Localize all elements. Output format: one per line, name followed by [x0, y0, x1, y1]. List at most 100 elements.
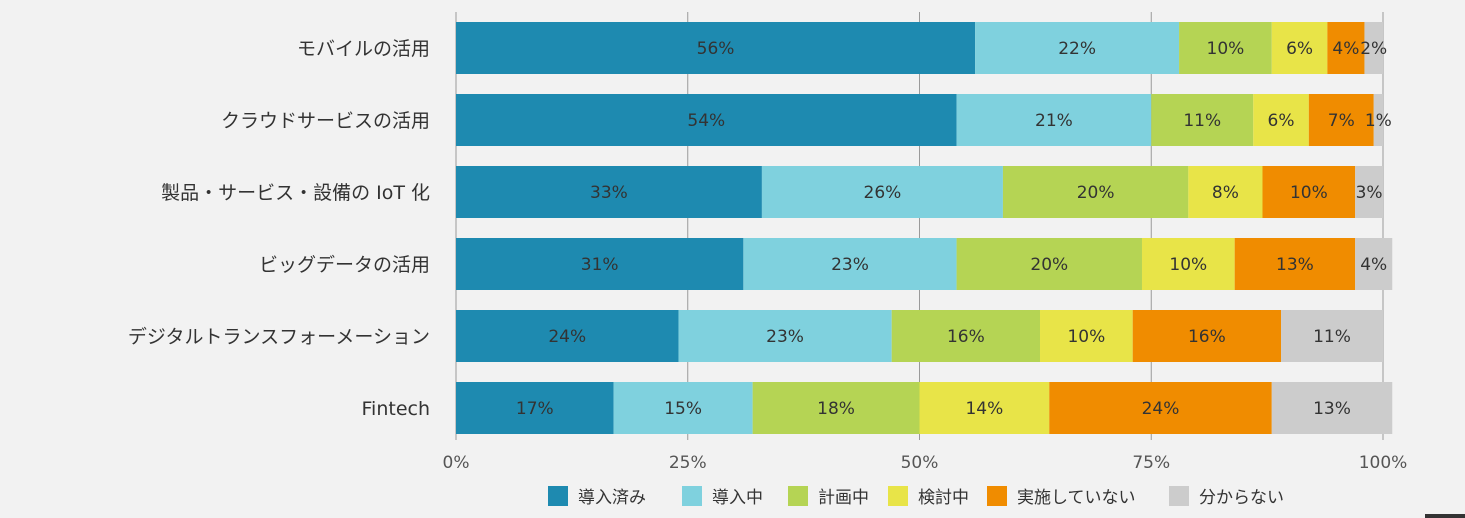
data-label: 24% — [1142, 399, 1180, 419]
bar-segment — [1327, 22, 1365, 74]
bar-segment — [1271, 22, 1328, 74]
bar-segment — [1179, 22, 1272, 74]
bar-segment — [1355, 166, 1383, 218]
bar-segment — [456, 166, 762, 218]
x-tick-label: 25% — [669, 453, 707, 473]
bar-segment — [1132, 310, 1282, 362]
bar-segment — [1262, 166, 1356, 218]
bar-segment — [1308, 94, 1374, 146]
bar-segment — [678, 310, 892, 362]
bar-segment — [1373, 94, 1383, 146]
data-label: 24% — [548, 327, 586, 347]
bar-segment — [752, 382, 920, 434]
data-label: 22% — [1058, 39, 1096, 59]
bar-segment — [456, 382, 614, 434]
legend: 導入済み 導入中 計画中 検討中 実施していない 分からない — [548, 486, 1284, 508]
legend-label: 検討中 — [918, 488, 969, 508]
data-label: 10% — [1290, 183, 1328, 203]
bar-segment — [956, 238, 1142, 290]
corner-mark — [1425, 514, 1465, 518]
data-label: 15% — [664, 399, 702, 419]
bar-segment — [1141, 238, 1235, 290]
data-label: 6% — [1268, 111, 1295, 131]
legend-swatch — [987, 486, 1007, 506]
bar-segment — [761, 166, 1003, 218]
bar-segment — [1002, 166, 1189, 218]
bar-segment — [1253, 94, 1309, 146]
bar-segment — [456, 22, 976, 74]
x-tick-label: 75% — [1132, 453, 1170, 473]
data-label: 56% — [697, 39, 735, 59]
bar-segment — [1040, 310, 1133, 362]
data-label: 23% — [766, 327, 804, 347]
bar-segment — [1281, 310, 1383, 362]
data-label: 31% — [581, 255, 619, 275]
data-label: 14% — [965, 399, 1003, 419]
legend-swatch — [788, 486, 808, 506]
data-label: 54% — [687, 111, 725, 131]
bar-segment — [1355, 238, 1393, 290]
data-label: 4% — [1332, 39, 1359, 59]
x-tick-label: 0% — [443, 453, 470, 473]
bar-segment — [456, 310, 679, 362]
data-label: 6% — [1286, 39, 1313, 59]
category-label: モバイルの活用 — [297, 38, 430, 60]
data-label: 8% — [1212, 183, 1239, 203]
data-label: 23% — [831, 255, 869, 275]
bar-segment — [919, 382, 1050, 434]
legend-label: 実施していない — [1017, 488, 1136, 508]
data-label: 11% — [1183, 111, 1221, 131]
legend-label: 導入中 — [712, 488, 763, 508]
data-label: 7% — [1328, 111, 1355, 131]
bar-segment — [975, 22, 1180, 74]
data-label: 11% — [1313, 327, 1351, 347]
data-label: 1% — [1365, 111, 1392, 131]
category-label: デジタルトランスフォーメーション — [128, 326, 430, 348]
category-label: 製品・サービス・設備の IoT 化 — [161, 182, 430, 204]
data-label: 16% — [947, 327, 985, 347]
x-tick-label: 50% — [901, 453, 939, 473]
x-tick-label: 100% — [1359, 453, 1408, 473]
bar-segment — [1364, 22, 1383, 74]
bar-segment — [1049, 382, 1272, 434]
legend-label: 導入済み — [578, 488, 646, 508]
data-label: 21% — [1035, 111, 1073, 131]
data-label: 10% — [1169, 255, 1207, 275]
x-tick-labels: 0% 25% 50% 75% 100% — [443, 453, 1408, 473]
legend-swatch — [888, 486, 908, 506]
bar-segment — [891, 310, 1041, 362]
legend-swatch — [548, 486, 568, 506]
data-label: 20% — [1030, 255, 1068, 275]
data-label: 17% — [516, 399, 554, 419]
bar-segment — [1188, 166, 1263, 218]
legend-swatch — [1169, 486, 1189, 506]
data-label: 2% — [1360, 39, 1387, 59]
data-label: 13% — [1276, 255, 1314, 275]
data-label: 13% — [1313, 399, 1351, 419]
category-label: Fintech — [362, 398, 431, 420]
bar-segment — [956, 94, 1152, 146]
data-label: 3% — [1356, 183, 1383, 203]
category-label: ビッグデータの活用 — [259, 254, 430, 276]
legend-label: 計画中 — [818, 488, 869, 508]
bar-segment — [743, 238, 957, 290]
data-label: 33% — [590, 183, 628, 203]
legend-swatch — [682, 486, 702, 506]
data-label: 10% — [1067, 327, 1105, 347]
data-label: 18% — [817, 399, 855, 419]
bar-segment — [456, 94, 957, 146]
data-label: 20% — [1077, 183, 1115, 203]
legend-label: 分からない — [1199, 488, 1284, 508]
category-label: クラウドサービスの活用 — [221, 110, 430, 132]
data-label: 26% — [864, 183, 902, 203]
bar-segment — [1271, 382, 1393, 434]
data-label: 4% — [1360, 255, 1387, 275]
gridlines — [455, 12, 1384, 440]
bars: 56% 22% 10% 6% 4% 2%54% 21% 11% 6% 7% 1%33% 26% 20% 8… — [456, 22, 1393, 434]
data-label: 10% — [1207, 39, 1245, 59]
bar-segment — [1234, 238, 1356, 290]
bar-segment — [1151, 94, 1254, 146]
data-label: 16% — [1188, 327, 1226, 347]
bar-segment — [456, 238, 744, 290]
